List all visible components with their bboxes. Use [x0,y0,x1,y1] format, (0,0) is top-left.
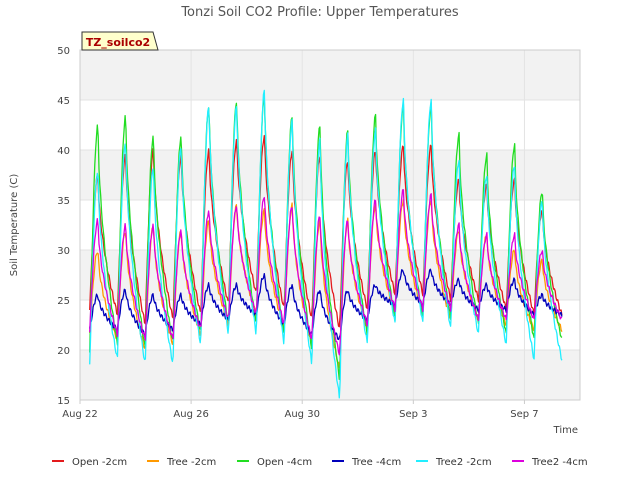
x-tick-label: Aug 22 [62,409,97,420]
annotation-label: TZ_soilco2 [86,36,150,49]
legend: Open -2cm Tree -2cm Open -4cm Tree -4cm Tree… [52,457,588,468]
x-axis-label: Time [553,425,578,436]
annotation-box: TZ_soilco2 [81,31,159,51]
chart-title: Tonzi Soil CO2 Profile: Upper Temperatur… [180,5,459,20]
legend-label: Tree2 -2cm [435,457,492,468]
y-tick-label: 45 [57,96,70,107]
legend-label: Tree2 -4cm [531,457,588,468]
series-line [89,189,563,356]
legend-label: Open -2cm [72,457,127,468]
x-tick-label: Sep 3 [399,409,427,420]
y-axis-label: Soil Temperature (C) [9,174,20,277]
y-tick-label: 40 [57,146,70,157]
y-tick-label: 25 [57,296,70,307]
y-tick-label: 50 [57,46,70,57]
series-line [89,89,563,399]
legend-label: Open -4cm [257,457,312,468]
legend-label: Tree -2cm [166,457,216,468]
grid-band [80,150,580,200]
y-tick-label: 20 [57,346,70,357]
grid-band [80,350,580,400]
x-tick-label: Sep 7 [510,409,538,420]
y-axis: 15 20 25 30 35 40 45 50 [57,46,70,407]
y-tick-label: 30 [57,246,70,257]
series-line [89,97,563,381]
legend-label: Tree -4cm [351,457,401,468]
x-tick-label: Aug 30 [285,409,320,420]
series-lines [89,89,563,399]
y-tick-label: 15 [57,396,70,407]
y-tick-label: 35 [57,196,70,207]
x-axis: Aug 22 Aug 26 Aug 30 Sep 3 Sep 7 [62,400,539,420]
grid-band [80,50,580,100]
plot-frame [79,49,581,401]
x-tick-label: Aug 26 [173,409,208,420]
plot-area [80,50,580,400]
